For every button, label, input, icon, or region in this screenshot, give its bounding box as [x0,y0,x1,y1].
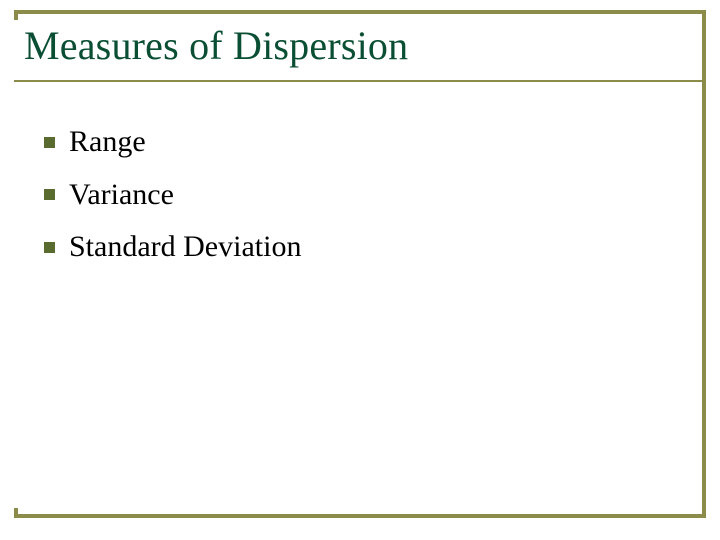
list-item: Range [44,122,301,163]
list-item-label: Range [69,122,146,163]
square-bullet-icon [44,242,55,253]
slide-title: Measures of Dispersion [24,22,408,69]
square-bullet-icon [44,189,55,200]
frame-bottom [14,514,706,518]
slide: Measures of Dispersion Range Variance St… [0,0,720,540]
frame-top-left-notch [14,10,18,20]
list-item: Variance [44,175,301,216]
list-item: Standard Deviation [44,227,301,268]
bullet-list: Range Variance Standard Deviation [44,122,301,280]
list-item-label: Standard Deviation [69,227,301,268]
frame-top [14,10,706,14]
title-underline [14,80,706,82]
square-bullet-icon [44,137,55,148]
list-item-label: Variance [69,175,174,216]
frame-bottom-left-notch [14,508,18,518]
frame-right [702,10,706,518]
